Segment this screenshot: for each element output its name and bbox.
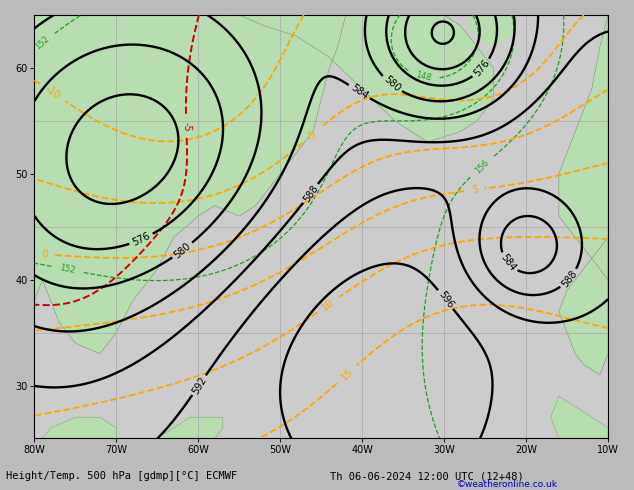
Text: 576: 576	[131, 231, 152, 248]
Polygon shape	[559, 237, 608, 375]
Text: 156: 156	[473, 158, 491, 175]
Text: -5: -5	[181, 122, 191, 132]
Polygon shape	[34, 15, 346, 439]
Polygon shape	[157, 417, 223, 439]
Text: 0: 0	[41, 249, 48, 260]
Text: 15: 15	[339, 367, 355, 382]
Polygon shape	[551, 396, 567, 407]
Polygon shape	[559, 15, 624, 322]
Text: 596: 596	[436, 289, 455, 310]
Text: 152: 152	[58, 263, 76, 275]
Text: 588: 588	[301, 183, 320, 204]
Text: -5: -5	[305, 128, 319, 142]
Text: 5: 5	[470, 184, 478, 195]
Text: ©weatheronline.co.uk: ©weatheronline.co.uk	[456, 480, 557, 489]
Text: 592: 592	[190, 375, 208, 396]
Text: 588: 588	[560, 269, 579, 289]
Polygon shape	[42, 417, 116, 439]
Text: 580: 580	[382, 74, 402, 94]
Text: 148: 148	[414, 71, 432, 83]
Text: 576: 576	[472, 58, 491, 78]
Text: -10: -10	[44, 84, 62, 101]
Polygon shape	[239, 15, 493, 142]
Text: 580: 580	[172, 241, 193, 260]
Text: 584: 584	[349, 82, 370, 101]
Text: Height/Temp. 500 hPa [gdmp][°C] ECMWF: Height/Temp. 500 hPa [gdmp][°C] ECMWF	[6, 471, 238, 481]
Text: 584: 584	[498, 252, 517, 273]
Text: Th 06-06-2024 12:00 UTC (12+48): Th 06-06-2024 12:00 UTC (12+48)	[330, 471, 524, 481]
Polygon shape	[469, 15, 518, 47]
Polygon shape	[551, 396, 608, 439]
Text: 152: 152	[34, 34, 51, 52]
Text: 10: 10	[320, 297, 336, 312]
